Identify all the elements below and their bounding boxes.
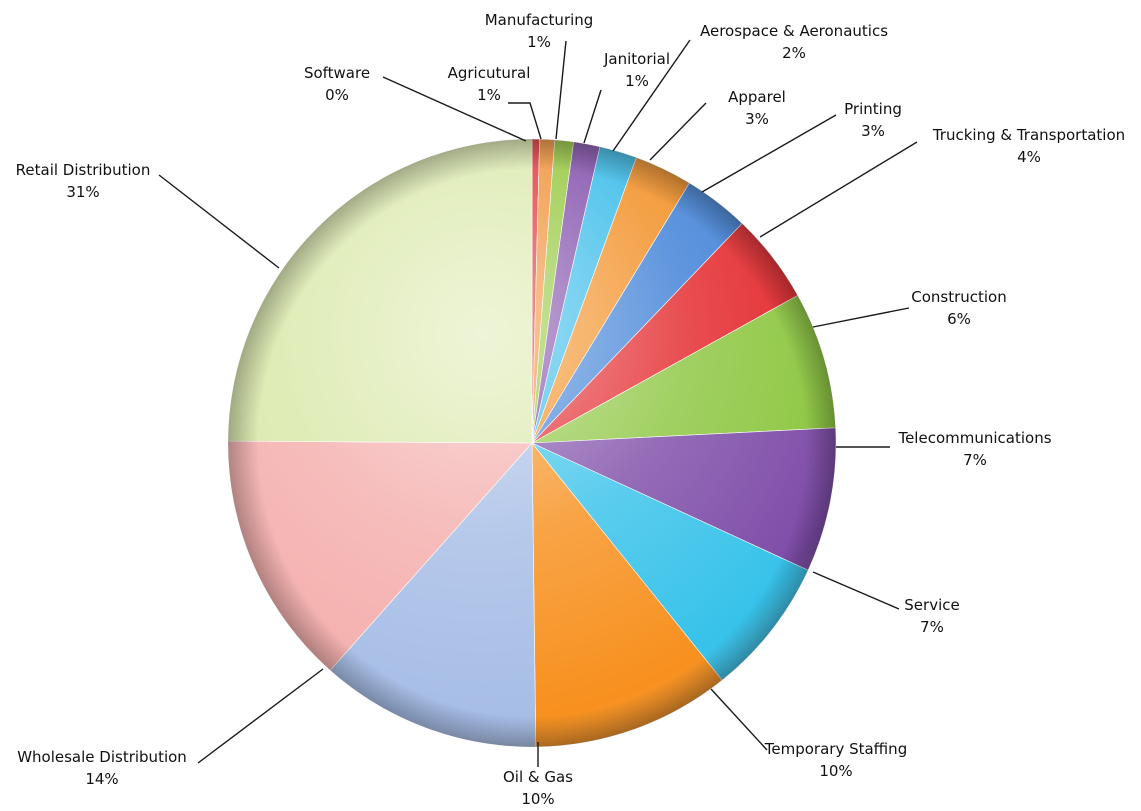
- slice-label-janitorial: Janitorial 1%: [603, 50, 670, 90]
- slice-percent-label: 10%: [819, 762, 852, 780]
- slice-percent-label: 3%: [861, 122, 885, 140]
- leader-line-wholesale-distribution: [197, 668, 324, 764]
- slice-percent-label: 6%: [947, 310, 971, 328]
- slice-category-name: Printing: [844, 100, 902, 118]
- slice-percent-label: 10%: [521, 790, 554, 808]
- leader-line-printing: [701, 114, 837, 193]
- slice-label-service: Service 7%: [904, 596, 959, 636]
- slice-category-name: Wholesale Distribution: [17, 748, 187, 766]
- leader-line-retail-distribution: [158, 174, 280, 269]
- slice-label-construction: Construction 6%: [911, 288, 1007, 328]
- slice-label-manufacturing: Manufacturing 1%: [485, 11, 594, 51]
- slice-label-wholesale-distribution: Wholesale Distribution 14%: [17, 748, 187, 788]
- pie-slice-retail-distribution: [227, 138, 533, 444]
- leader-line-temporary-staffing: [710, 688, 768, 751]
- slice-labels: Software 0%Agricutural 1%Manufacturing 1%Ja…: [16, 11, 1125, 808]
- slice-category-name: Aerospace & Aeronautics: [700, 22, 888, 40]
- slice-label-software: Software 0%: [304, 64, 370, 104]
- leader-line-agricutural: [508, 102, 542, 140]
- leader-line-aerospace-and-aeronautics: [612, 39, 691, 152]
- slice-category-name: Janitorial: [603, 50, 670, 68]
- leader-line-manufacturing: [555, 40, 567, 140]
- slice-percent-label: 3%: [745, 110, 769, 128]
- leader-line-trucking-and-transportation: [759, 141, 918, 238]
- slice-percent-label: 1%: [477, 86, 501, 104]
- slice-percent-label: 0%: [325, 86, 349, 104]
- slice-label-agricutural: Agricutural 1%: [448, 64, 531, 104]
- leader-line-service: [812, 571, 900, 610]
- slice-category-name: Apparel: [728, 88, 786, 106]
- leader-lines: [158, 39, 918, 767]
- slice-percent-label: 31%: [66, 183, 99, 201]
- slice-percent-label: 14%: [85, 770, 118, 788]
- slice-category-name: Service: [904, 596, 959, 614]
- slice-percent-label: 1%: [625, 72, 649, 90]
- slice-category-name: Telecommunications: [897, 429, 1051, 447]
- slice-category-name: Oil & Gas: [503, 768, 573, 786]
- leader-line-janitorial: [583, 89, 602, 144]
- slice-label-retail-distribution: Retail Distribution 31%: [16, 161, 151, 201]
- slice-category-name: Temporary Staffing: [764, 740, 907, 758]
- slice-label-aerospace-and-aeronautics: Aerospace & Aeronautics 2%: [700, 22, 888, 62]
- slice-percent-label: 2%: [782, 44, 806, 62]
- slice-percent-label: 4%: [1017, 148, 1041, 166]
- slice-label-trucking-and-transportation: Trucking & Transportation 4%: [932, 126, 1125, 166]
- leader-line-construction: [812, 307, 910, 328]
- slice-category-name: Retail Distribution: [16, 161, 151, 179]
- slice-label-telecommunications: Telecommunications 7%: [897, 429, 1051, 469]
- slice-category-name: Construction: [911, 288, 1007, 306]
- slice-label-oil-and-gas: Oil & Gas 10%: [503, 768, 573, 808]
- slice-percent-label: 1%: [527, 33, 551, 51]
- slice-label-printing: Printing 3%: [844, 100, 902, 140]
- slice-category-name: Manufacturing: [485, 11, 594, 29]
- leader-line-apparel: [649, 102, 707, 161]
- slice-label-apparel: Apparel 3%: [728, 88, 786, 128]
- pie-slices: [227, 138, 837, 748]
- slice-category-name: Agricutural: [448, 64, 531, 82]
- slice-percent-label: 7%: [963, 451, 987, 469]
- slice-percent-label: 7%: [920, 618, 944, 636]
- slice-category-name: Trucking & Transportation: [932, 126, 1125, 144]
- slice-label-temporary-staffing: Temporary Staffing 10%: [764, 740, 907, 780]
- slice-category-name: Software: [304, 64, 370, 82]
- leader-line-software: [382, 76, 527, 142]
